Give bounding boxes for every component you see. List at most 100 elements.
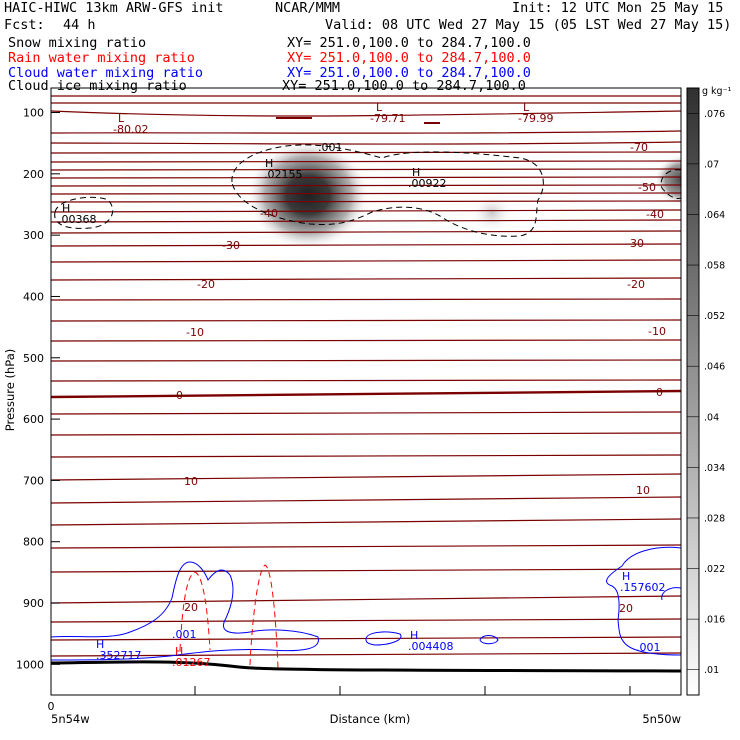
x-end-label: 5n50w xyxy=(642,712,681,726)
field-cloud-name: Cloud water mixing ratio xyxy=(8,65,204,81)
snow-contour xyxy=(54,196,113,229)
colorbar-tick-label: .076 xyxy=(704,109,725,120)
y-tick-label: 800 xyxy=(23,536,44,549)
high-marker: H xyxy=(410,629,418,642)
temp-label: -79.99 xyxy=(518,112,553,125)
y-axis: 100 200 300 400 500 600 700 800 900 1000 xyxy=(16,107,60,671)
x-axis: 0 5n54w 5n50w Distance (km) xyxy=(48,686,681,726)
temp-contour xyxy=(51,176,681,179)
high-marker: H xyxy=(175,645,183,658)
temp-contour xyxy=(51,618,681,623)
cloud-contour xyxy=(606,546,682,656)
field-snow-name: Snow mixing ratio xyxy=(8,35,147,51)
x-tick-label: 0 xyxy=(48,700,55,713)
temperature-contours xyxy=(51,95,681,657)
temp-contour xyxy=(51,389,681,399)
temp-label: -30 xyxy=(626,237,644,250)
colorbar-gradient xyxy=(686,87,700,696)
x-axis-title: Distance (km) xyxy=(330,712,411,726)
temp-label: -79.71 xyxy=(370,112,405,125)
field-ice-name: Cloud ice mixing ratio xyxy=(8,78,187,94)
colorbar-tick-label: .07 xyxy=(704,159,719,170)
init-time: Init: 12 UTC Mon 25 May 15 xyxy=(512,0,724,16)
high-marker: H xyxy=(265,157,273,170)
y-tick-label: 500 xyxy=(23,352,44,365)
colorbar-tick-label: .028 xyxy=(704,513,725,524)
temp-contour xyxy=(51,379,681,382)
temp-contour xyxy=(51,151,681,154)
contour-value: .001 xyxy=(636,641,661,654)
extrema-value: .02155 xyxy=(264,168,303,181)
temp-label: 0 xyxy=(176,389,183,402)
temp-label: -20 xyxy=(197,278,215,291)
field-ice-xy: XY= 251.0,100.0 to 284.7,100.0 xyxy=(282,78,526,94)
colorbar-unit: g kg⁻¹ xyxy=(702,86,732,97)
field-snow-xy: XY= 251.0,100.0 to 284.7,100.0 xyxy=(287,35,531,51)
temp-contour xyxy=(51,168,681,171)
low-marker: L xyxy=(523,101,530,114)
y-tick-label: 900 xyxy=(23,597,44,610)
temp-contour xyxy=(51,518,681,526)
low-marker: L xyxy=(376,101,383,114)
y-tick-label: 1000 xyxy=(16,658,44,671)
temp-contour xyxy=(51,339,681,342)
temp-label: -10 xyxy=(186,326,204,339)
temp-contour xyxy=(51,192,681,195)
temp-label: -30 xyxy=(222,239,240,252)
temp-contour xyxy=(51,319,681,322)
field-cloud-xy: XY= 251.0,100.0 to 284.7,100.0 xyxy=(287,65,531,81)
model-title: HAIC-HIWC 13km ARW-GFS init xyxy=(4,0,224,16)
y-axis-title: Pressure (hPa) xyxy=(3,349,17,432)
colorbar-tick-label: .022 xyxy=(704,564,725,575)
temp-label: 10 xyxy=(184,475,198,488)
snow-contour xyxy=(231,144,544,237)
temp-contour xyxy=(51,141,681,145)
y-tick-label: 600 xyxy=(23,413,44,426)
extrema-value: .00368 xyxy=(58,213,97,226)
temp-contour xyxy=(51,652,681,657)
temperature-minima xyxy=(276,117,440,124)
temp-contour xyxy=(51,200,681,203)
temp-label: -40 xyxy=(646,208,664,221)
colorbar-tick-label: .04 xyxy=(704,412,719,423)
terrain-line xyxy=(50,660,682,673)
colorbar-tick-label: .01 xyxy=(704,665,719,676)
org-label: NCAR/MMM xyxy=(275,0,341,16)
high-marker: H xyxy=(62,202,70,215)
valid-time: Valid: 08 UTC Wed 27 May 15 (05 LST Wed … xyxy=(325,17,732,33)
cloud-contour xyxy=(661,587,682,601)
temp-label: -80.02 xyxy=(113,123,148,136)
snow-contours xyxy=(54,144,682,237)
temp-contour xyxy=(51,209,681,213)
contour-labels: L -80.02 L -79.71 L -79.99 -70 -50 -40 -… xyxy=(58,101,666,669)
temp-contour xyxy=(51,496,681,504)
extrema-value: .01267 xyxy=(172,656,211,669)
extrema-value: .004408 xyxy=(408,640,454,653)
colorbar: g kg⁻¹ .01 .016 .022 .028 .034 .04 .046 .052 .05… xyxy=(686,86,732,696)
forecast-label: Fcst: xyxy=(4,17,45,33)
cloud-contour xyxy=(365,631,402,646)
rain-contour xyxy=(179,571,211,651)
temp-contour xyxy=(51,230,681,234)
temp-label: -70 xyxy=(630,141,648,154)
extrema-value: .00922 xyxy=(408,177,447,190)
ice-secondary-shade xyxy=(470,193,514,233)
temp-label: 0 xyxy=(656,386,663,399)
temp-label: -20 xyxy=(627,278,645,291)
y-tick-label: 300 xyxy=(23,229,44,242)
high-marker: H xyxy=(96,638,104,651)
forecast-hour: 44 h xyxy=(63,17,96,33)
field-rain-name: Rain water mixing ratio xyxy=(8,50,195,66)
snow-contour xyxy=(660,169,682,199)
y-tick-label: 400 xyxy=(23,290,44,303)
cloud-contour xyxy=(50,561,319,661)
temp-contour xyxy=(51,359,681,362)
temp-contour xyxy=(51,473,681,481)
colorbar-tick-label: .064 xyxy=(704,210,725,221)
temp-label: -40 xyxy=(260,207,278,220)
temp-contour xyxy=(51,243,681,247)
y-tick-label: 100 xyxy=(23,107,44,120)
low-marker: L xyxy=(118,112,125,125)
temp-contour xyxy=(51,184,681,187)
